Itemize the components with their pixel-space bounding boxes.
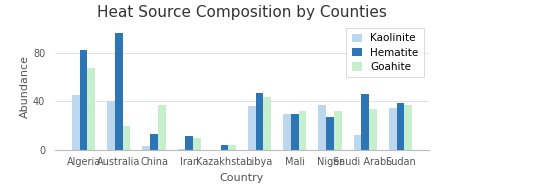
Bar xyxy=(404,105,412,150)
Bar xyxy=(291,113,299,150)
Bar xyxy=(326,117,334,150)
Bar xyxy=(283,113,291,150)
Bar xyxy=(334,111,342,150)
X-axis label: Country: Country xyxy=(220,173,264,183)
Bar xyxy=(248,106,256,150)
Title: Heat Source Composition by Counties: Heat Source Composition by Counties xyxy=(97,6,387,21)
Bar xyxy=(361,94,369,150)
Bar xyxy=(397,103,404,150)
Bar xyxy=(80,50,87,150)
Bar xyxy=(221,145,228,150)
Bar xyxy=(354,135,361,150)
Bar xyxy=(72,95,80,150)
Bar xyxy=(107,102,115,150)
Bar xyxy=(256,93,263,150)
Bar xyxy=(389,108,397,150)
Bar xyxy=(318,105,326,150)
Bar xyxy=(263,97,271,150)
Y-axis label: Abundance: Abundance xyxy=(20,55,30,118)
Bar xyxy=(150,134,158,150)
Bar xyxy=(115,33,123,150)
Bar xyxy=(228,145,236,150)
Bar xyxy=(123,126,130,150)
Bar xyxy=(299,111,306,150)
Bar xyxy=(158,105,166,150)
Bar xyxy=(193,138,201,150)
Bar xyxy=(87,68,95,150)
Legend: Kaolinite, Hematite, Goahite: Kaolinite, Hematite, Goahite xyxy=(346,28,424,77)
Bar xyxy=(185,137,193,150)
Bar xyxy=(142,146,150,150)
Bar xyxy=(178,149,185,150)
Bar xyxy=(369,109,377,150)
